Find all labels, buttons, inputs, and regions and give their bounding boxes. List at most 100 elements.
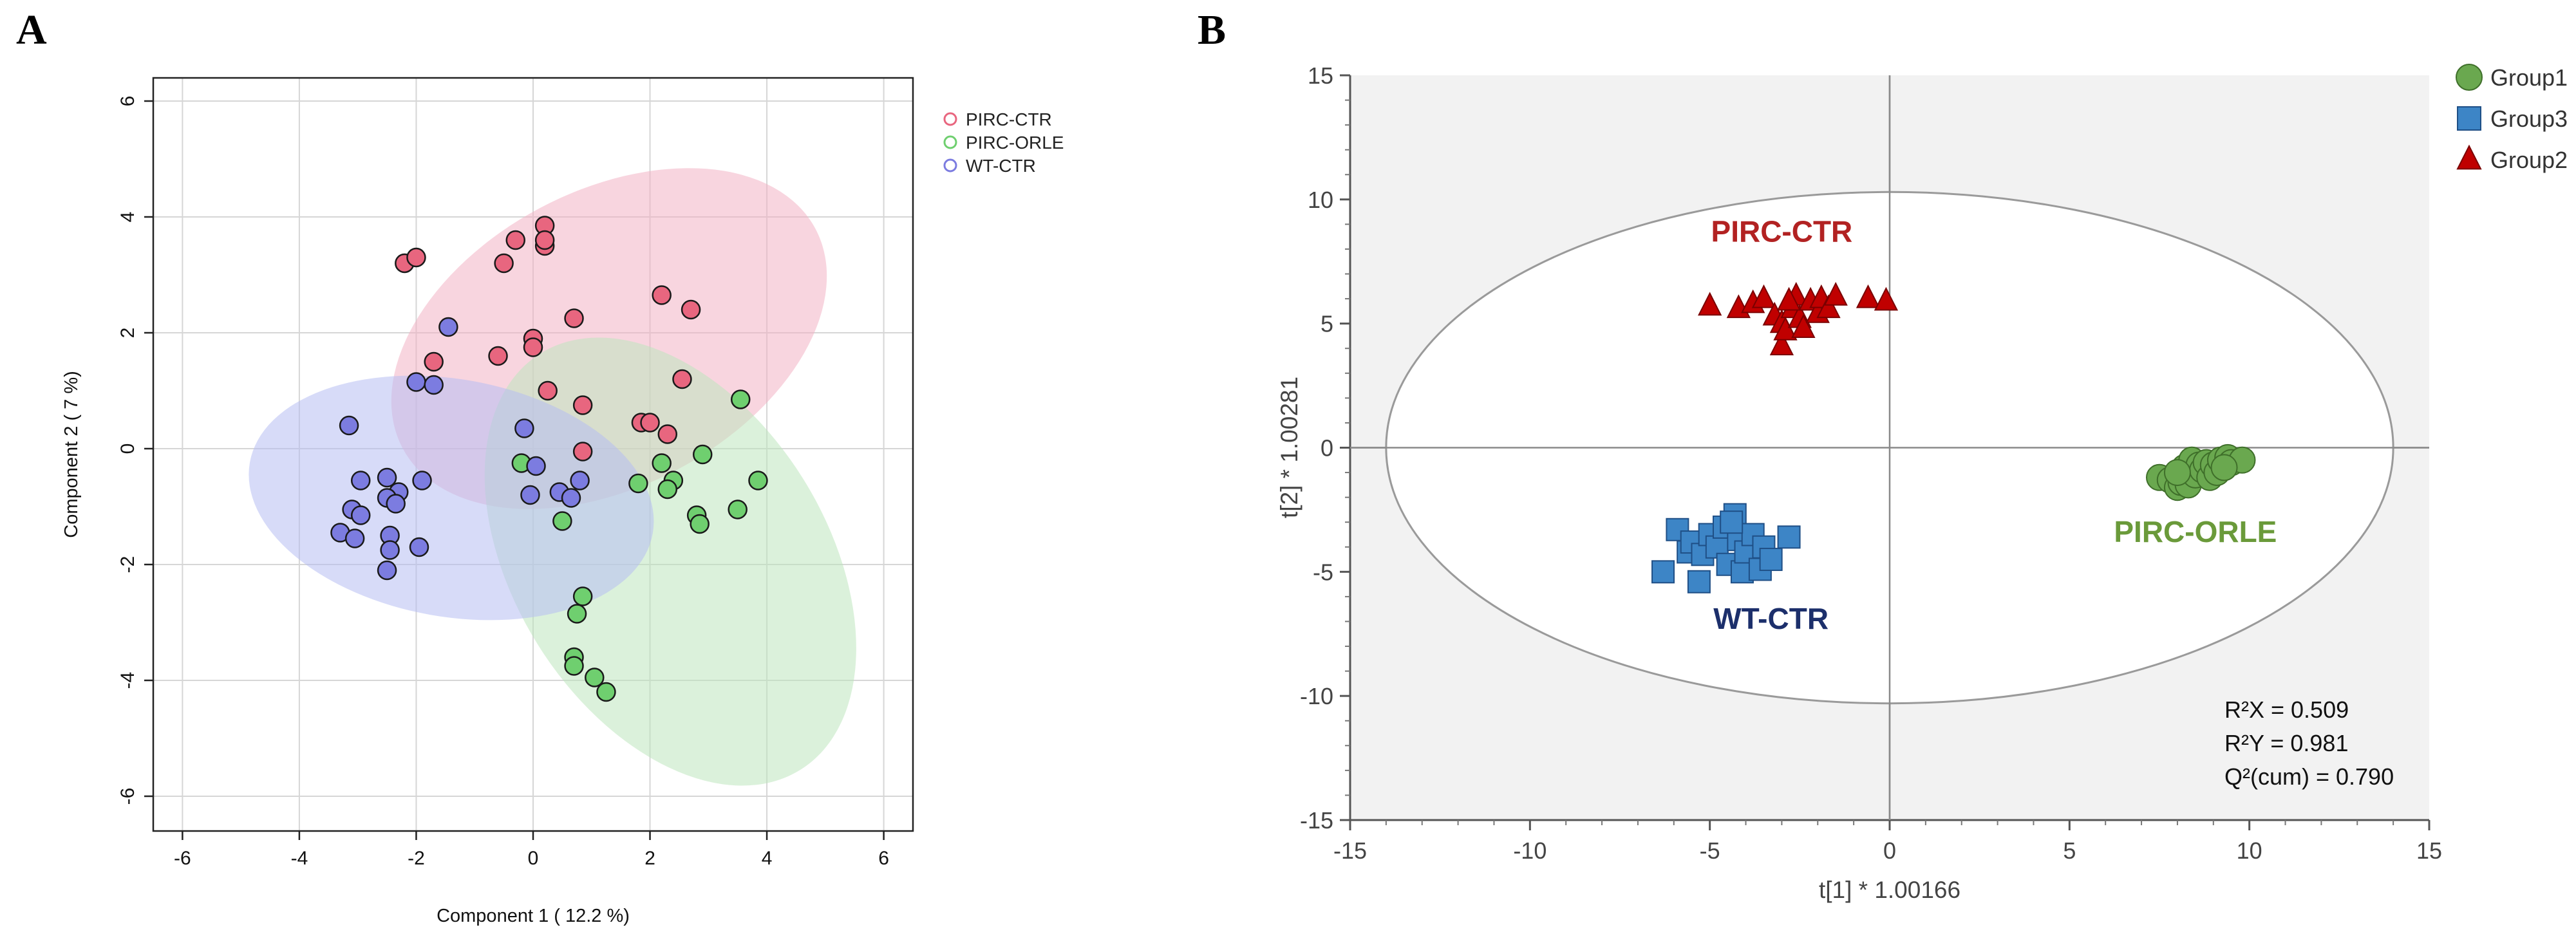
data-point-wt-ctr [438,317,458,337]
y-tick-label: -5 [1313,559,1333,585]
y-tick-label: -6 [117,788,138,805]
data-point-pirc-orle [730,389,751,409]
data-point-wt-ctr [406,372,426,392]
y-tick-label: 5 [1321,311,1333,337]
panel-a-legend: PIRC-CTR PIRC-ORLE WT-CTR [943,109,1064,176]
data-point-group3 [1687,570,1711,593]
legend-label-group3: Group3 [2490,106,2568,132]
data-point-wt-ctr [380,540,400,560]
data-point-wt-ctr [424,375,444,395]
x-tick-label: -10 [1513,837,1547,864]
data-point-group2 [1773,316,1798,341]
panel-b-label: B [1198,6,1226,53]
data-point-pirc-orle [567,604,587,624]
data-point-pirc-ctr [652,285,672,305]
y-tick-label: -2 [117,556,138,574]
panel-b-legend: Group1 Group3 Group2 [2456,64,2568,173]
data-point-group3 [1666,518,1689,541]
data-point-pirc-ctr [505,230,526,250]
panel-b-stats: R²X = 0.509 R²Y = 0.981 Q²(cum) = 0.790 [2224,696,2394,790]
data-point-pirc-ctr [572,442,593,462]
panel-b-ellipse-group [1350,75,2429,820]
y-tick-label: 4 [117,212,138,223]
data-point-pirc-orle [728,500,747,519]
legend-label-group2: Group2 [2490,147,2568,173]
data-point-pirc-ctr [564,308,584,328]
x-tick-label: 5 [2063,837,2076,864]
group-label-pirc-orle: PIRC-ORLE [2114,515,2277,548]
data-point-pirc-orle [564,656,584,676]
legend-marker-wt-ctr [943,158,957,173]
data-point-wt-ctr [344,528,365,548]
data-point-group1 [2163,459,2191,487]
data-point-group2 [1776,286,1801,311]
panel-a-label: A [16,6,47,53]
data-point-pirc-ctr [672,369,692,389]
legend-label-pirc-ctr: PIRC-CTR [966,109,1052,129]
x-tick-label: 4 [762,848,773,869]
data-point-group2 [1856,284,1881,308]
data-point-pirc-orle [572,586,593,606]
panel-a: A -6 -4 -2 0 2 4 6 -6 -4 -2 0 2 4 6 Component 1 ( 12.… [16,6,1064,926]
data-point-pirc-ctr [572,395,593,415]
data-point-pirc-ctr [424,351,444,372]
legend-label-pirc-orle: PIRC-ORLE [966,133,1064,153]
panel-a-ticks: -6 -4 -2 0 2 4 6 -6 -4 -2 0 2 4 6 [117,96,889,869]
y-tick-label: -10 [1300,683,1333,709]
data-point-wt-ctr [526,456,546,476]
y-tick-label: 2 [117,328,138,339]
legend-label-wt-ctr: WT-CTR [966,156,1036,176]
panel-a-y-axis-label: Component 2 ( 7 %) [61,371,82,538]
data-point-pirc-orle [692,444,713,465]
data-point-pirc-orle [657,479,678,500]
data-point-group3 [1720,510,1744,534]
data-point-wt-ctr [350,505,371,525]
data-point-pirc-ctr [538,380,558,401]
data-point-group3 [1651,560,1675,584]
y-tick-label: -4 [117,672,138,689]
x-tick-label: -5 [1700,837,1720,864]
y-tick-label: 0 [1321,435,1333,462]
x-tick-label: 10 [2237,837,2262,864]
x-tick-label: 0 [528,848,539,869]
data-point-pirc-ctr [488,346,508,366]
data-point-pirc-orle [628,473,648,494]
panel-b: B PIRC-CTR PIRC-ORLE WT-CTR R²X = 0.509 R²Y… [1198,6,2568,903]
data-point-group3 [1759,548,1783,572]
panel-a-points [330,216,768,702]
x-tick-label: 6 [878,848,889,869]
x-tick-label: -4 [291,848,308,869]
x-tick-label: -6 [174,848,191,869]
data-point-pirc-orle [652,453,672,473]
model-stat: Q²(cum) = 0.790 [2224,763,2394,790]
data-point-group2 [1874,286,1899,311]
data-point-pirc-ctr [657,424,678,444]
y-tick-label: 0 [117,443,138,454]
legend-marker-pirc-orle [943,135,957,149]
group-label-pirc-ctr: PIRC-CTR [1711,214,1853,248]
data-point-group2 [1698,292,1722,316]
data-point-wt-ctr [409,537,429,557]
data-point-pirc-ctr [534,230,555,250]
panel-b-points [1651,282,2256,593]
data-point-group1 [2210,454,2238,481]
data-point-pirc-orle [585,668,605,687]
data-point-wt-ctr [412,471,432,490]
data-point-group3 [1777,525,1801,549]
panel-a-x-axis-label: Component 1 ( 12.2 %) [437,906,630,926]
panel-a-ellipses [249,168,856,786]
data-point-group2 [1823,282,1848,306]
y-tick-label: -15 [1300,807,1333,834]
data-point-pirc-ctr [681,299,701,320]
panel-b-group-labels: PIRC-CTR PIRC-ORLE WT-CTR [1711,214,2277,635]
x-tick-label: -15 [1333,837,1367,864]
legend-marker-group1 [2456,64,2483,91]
confidence-ellipse-wt-ctr [249,375,654,621]
model-stat: R²X = 0.509 [2224,696,2349,723]
data-point-group2 [1751,284,1776,308]
x-tick-label: 0 [1883,837,1896,864]
data-point-pirc-ctr [406,247,426,268]
model-stat: R²Y = 0.981 [2224,730,2348,756]
data-point-pirc-ctr [523,337,543,357]
